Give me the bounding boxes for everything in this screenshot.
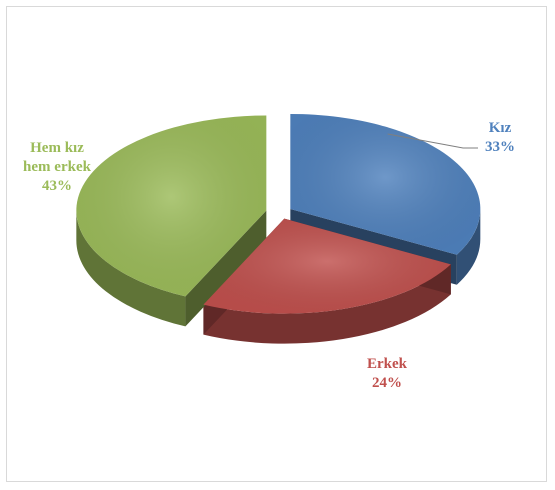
- data-label-name: Erkek: [367, 356, 408, 372]
- pie-slice-side-1: [203, 264, 451, 344]
- pie-slice-highlight-2: [76, 115, 267, 297]
- data-label-name: hem erkek: [23, 159, 92, 175]
- data-label-name: Kız: [489, 120, 512, 136]
- pie-slice-highlight-0: [290, 113, 481, 255]
- data-label-1: Erkek 24%: [367, 356, 408, 391]
- pie-slice-edge-2-0: [185, 210, 267, 327]
- data-label-percent: 33%: [485, 139, 515, 155]
- data-label-percent: 43%: [42, 178, 72, 194]
- pie-slice-side-0: [456, 208, 481, 285]
- pie-slice-side-2: [76, 210, 186, 327]
- data-label-name: Hem kız: [30, 140, 84, 156]
- data-label-0: Kız 33%: [485, 120, 515, 155]
- data-label-2: Hem kız hem erkek 43%: [23, 140, 92, 194]
- data-label-percent: 24%: [372, 375, 402, 391]
- leader-line-kiz: [387, 133, 478, 149]
- pie-slice-highlight-1: [203, 218, 451, 314]
